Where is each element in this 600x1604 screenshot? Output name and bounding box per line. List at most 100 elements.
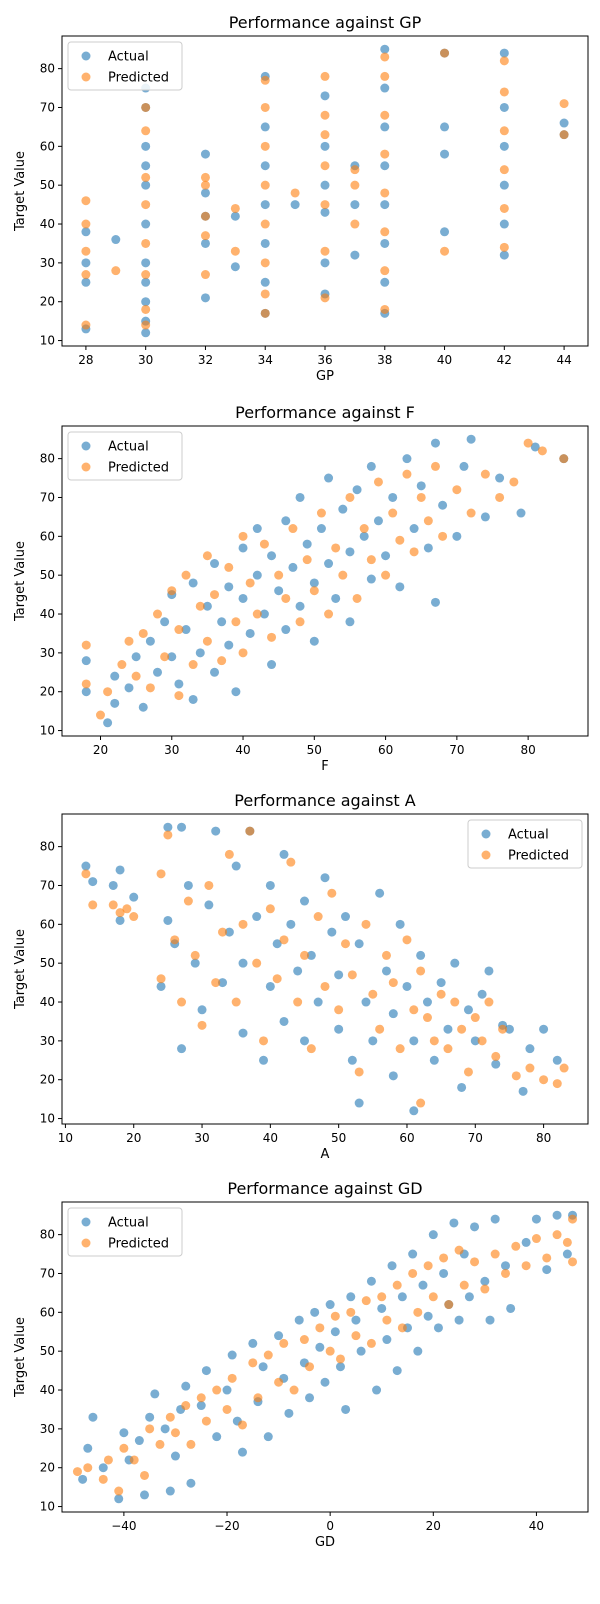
predicted-point	[537, 446, 547, 456]
actual-point	[224, 640, 234, 650]
predicted-point	[324, 609, 334, 619]
actual-point	[230, 211, 240, 221]
chart-title: Performance against F	[235, 403, 415, 422]
actual-point	[366, 574, 376, 584]
actual-point	[238, 543, 248, 553]
predicted-point	[245, 578, 255, 588]
predicted-point	[145, 1424, 155, 1434]
actual-point	[381, 966, 391, 976]
actual-point	[302, 539, 312, 549]
predicted-point	[477, 1036, 487, 1046]
predicted-point	[305, 1362, 315, 1372]
predicted-point	[395, 535, 405, 545]
actual-point	[320, 258, 330, 268]
actual-point	[457, 1082, 467, 1092]
predicted-point	[174, 625, 184, 635]
actual-point	[450, 958, 460, 968]
predicted-point	[345, 492, 355, 502]
x-tick-label: 40	[235, 743, 250, 757]
actual-point	[392, 1366, 402, 1376]
predicted-point	[559, 99, 569, 109]
actual-point	[177, 1044, 187, 1054]
actual-point	[418, 1280, 428, 1290]
actual-point	[506, 1303, 516, 1313]
legend-marker	[81, 72, 91, 82]
x-axis-label: GD	[315, 1535, 335, 1550]
predicted-point	[368, 989, 378, 999]
predicted-point	[190, 950, 200, 960]
actual-point	[440, 149, 450, 159]
predicted-point	[141, 126, 151, 136]
actual-point	[345, 547, 355, 557]
y-tick-label: 50	[40, 178, 55, 192]
predicted-point	[438, 531, 448, 541]
x-tick-label: 36	[317, 353, 332, 367]
actual-point	[331, 593, 341, 603]
chart-title: Performance against A	[234, 791, 416, 810]
actual-point	[463, 1005, 473, 1015]
actual-point	[499, 141, 509, 151]
actual-point	[499, 48, 509, 58]
predicted-point	[231, 617, 241, 627]
actual-point	[153, 667, 163, 677]
predicted-point	[480, 1284, 490, 1294]
x-tick-label: 42	[497, 353, 512, 367]
actual-point	[530, 442, 540, 452]
legend-marker	[481, 829, 491, 839]
actual-point	[315, 1342, 325, 1352]
legend-label: Predicted	[108, 461, 169, 476]
legend-label: Actual	[108, 50, 149, 65]
actual-point	[499, 102, 509, 112]
actual-point	[140, 1490, 150, 1500]
predicted-point	[539, 1075, 549, 1085]
y-tick-label: 10	[40, 724, 55, 738]
predicted-point	[416, 1098, 426, 1108]
actual-point	[195, 648, 205, 658]
actual-point	[310, 1307, 320, 1317]
predicted-point	[88, 900, 98, 910]
actual-point	[346, 1292, 356, 1302]
x-tick-label: −40	[111, 1519, 136, 1533]
predicted-point	[279, 1338, 289, 1348]
actual-point	[212, 1432, 222, 1442]
actual-point	[429, 1055, 439, 1065]
actual-point	[345, 617, 355, 627]
predicted-point	[248, 1358, 258, 1368]
actual-point	[350, 200, 360, 210]
actual-point	[440, 227, 450, 237]
actual-point	[167, 652, 177, 662]
predicted-point	[108, 900, 118, 910]
predicted-point	[81, 679, 91, 689]
actual-point	[141, 258, 151, 268]
actual-point	[359, 531, 369, 541]
actual-point	[309, 578, 319, 588]
predicted-point	[463, 1067, 473, 1077]
predicted-point	[259, 539, 269, 549]
legend-box	[67, 41, 183, 91]
y-tick-label: 20	[40, 685, 55, 699]
predicted-point	[361, 919, 371, 929]
predicted-point	[490, 1249, 500, 1259]
predicted-point	[352, 593, 362, 603]
actual-point	[324, 473, 334, 483]
predicted-point	[286, 857, 296, 867]
predicted-point	[202, 636, 212, 646]
predicted-point	[156, 974, 166, 984]
y-tick-label: 80	[40, 840, 55, 854]
actual-point	[260, 122, 270, 132]
actual-point	[438, 500, 448, 510]
actual-point	[409, 1036, 419, 1046]
predicted-point	[114, 1486, 124, 1496]
actual-point	[320, 91, 330, 101]
legend-marker	[81, 441, 91, 451]
predicted-point	[316, 508, 326, 518]
actual-point	[218, 978, 228, 988]
plot-frame	[61, 425, 589, 737]
actual-point	[335, 1362, 345, 1372]
actual-point	[388, 1071, 398, 1081]
actual-point	[395, 919, 405, 929]
predicted-point	[470, 1257, 480, 1267]
y-tick-label: 80	[40, 62, 55, 76]
actual-point	[81, 277, 91, 287]
predicted-point	[408, 1268, 418, 1278]
